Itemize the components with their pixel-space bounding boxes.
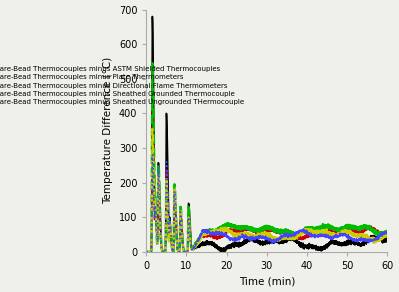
Line: Bare-Bead Thermocouples minus Sheathed Ungrounded THermocouple: Bare-Bead Thermocouples minus Sheathed U…	[146, 155, 387, 252]
Bare-Bead Thermocouples minus Sheathed Ungrounded THermocouple	[192, 245, 197, 248]
Bare-Bead Thermocouples minus Plate Thermometers	[144, 250, 149, 254]
Line: Bare-Bead Thermocouples minus Sheathed Grounded Thermocouple: Bare-Bead Thermocouples minus Sheathed G…	[146, 129, 387, 252]
Bare-Bead Thermocouples minus Sheathed Grounded Thermocouple	[144, 250, 149, 254]
Bare-Bead Thermocouples minus Sheathed Grounded Thermocouple	[150, 127, 155, 131]
Bare-Bead Thermocouples minus ASTM Shielded Thermocouples	[260, 241, 265, 244]
Bare-Bead Thermocouples minus Sheathed Ungrounded THermocouple	[240, 235, 245, 239]
Bare-Bead Thermocouples minus Plate Thermometers	[374, 230, 379, 233]
Bare-Bead Thermocouples minus Directional Flame Thermometers	[385, 229, 390, 233]
Bare-Bead Thermocouples minus Sheathed Ungrounded THermocouple	[290, 233, 295, 237]
Bare-Bead Thermocouples minus Plate Thermometers	[150, 101, 155, 105]
Bare-Bead Thermocouples minus Sheathed Ungrounded THermocouple	[144, 250, 149, 254]
Bare-Bead Thermocouples minus Sheathed Grounded Thermocouple	[290, 236, 295, 239]
Bare-Bead Thermocouples minus ASTM Shielded Thermocouples	[150, 15, 155, 18]
Legend: Bare-Bead Thermocouples minus ASTM Shielded Thermocouples, Bare-Bead Thermocoupl: Bare-Bead Thermocouples minus ASTM Shiel…	[0, 66, 244, 105]
Line: Bare-Bead Thermocouples minus Directional Flame Thermometers: Bare-Bead Thermocouples minus Directiona…	[146, 63, 387, 252]
Bare-Bead Thermocouples minus Plate Thermometers	[240, 229, 245, 233]
Bare-Bead Thermocouples minus Directional Flame Thermometers	[150, 61, 155, 65]
Bare-Bead Thermocouples minus Sheathed Grounded Thermocouple	[240, 232, 245, 235]
Bare-Bead Thermocouples minus Sheathed Ungrounded THermocouple	[374, 236, 379, 240]
Bare-Bead Thermocouples minus ASTM Shielded Thermocouples	[224, 247, 229, 250]
Bare-Bead Thermocouples minus Directional Flame Thermometers	[260, 226, 265, 229]
Bare-Bead Thermocouples minus ASTM Shielded Thermocouples	[192, 246, 197, 249]
Bare-Bead Thermocouples minus Directional Flame Thermometers	[144, 250, 149, 254]
X-axis label: Time (min): Time (min)	[239, 277, 295, 286]
Bare-Bead Thermocouples minus Directional Flame Thermometers	[374, 231, 379, 234]
Bare-Bead Thermocouples minus Sheathed Ungrounded THermocouple	[150, 153, 155, 157]
Bare-Bead Thermocouples minus Sheathed Grounded Thermocouple	[224, 227, 229, 231]
Bare-Bead Thermocouples minus Sheathed Grounded Thermocouple	[374, 239, 379, 242]
Bare-Bead Thermocouples minus Sheathed Ungrounded THermocouple	[224, 234, 229, 238]
Bare-Bead Thermocouples minus ASTM Shielded Thermocouples	[385, 238, 390, 241]
Bare-Bead Thermocouples minus Plate Thermometers	[224, 231, 229, 235]
Bare-Bead Thermocouples minus ASTM Shielded Thermocouples	[144, 250, 149, 254]
Bare-Bead Thermocouples minus Sheathed Grounded Thermocouple	[192, 245, 197, 249]
Bare-Bead Thermocouples minus Directional Flame Thermometers	[224, 224, 229, 227]
Bare-Bead Thermocouples minus ASTM Shielded Thermocouples	[290, 236, 295, 239]
Bare-Bead Thermocouples minus Sheathed Grounded Thermocouple	[385, 233, 390, 237]
Bare-Bead Thermocouples minus Plate Thermometers	[260, 232, 265, 235]
Bare-Bead Thermocouples minus Sheathed Grounded Thermocouple	[260, 233, 265, 237]
Bare-Bead Thermocouples minus ASTM Shielded Thermocouples	[240, 242, 245, 246]
Bare-Bead Thermocouples minus Directional Flame Thermometers	[290, 232, 295, 235]
Y-axis label: Temperature Difference (°C): Temperature Difference (°C)	[103, 57, 113, 204]
Bare-Bead Thermocouples minus Plate Thermometers	[192, 244, 197, 247]
Bare-Bead Thermocouples minus Sheathed Ungrounded THermocouple	[260, 235, 265, 238]
Line: Bare-Bead Thermocouples minus Plate Thermometers: Bare-Bead Thermocouples minus Plate Ther…	[146, 103, 387, 252]
Bare-Bead Thermocouples minus Directional Flame Thermometers	[192, 244, 197, 247]
Line: Bare-Bead Thermocouples minus ASTM Shielded Thermocouples: Bare-Bead Thermocouples minus ASTM Shiel…	[146, 16, 387, 252]
Bare-Bead Thermocouples minus Directional Flame Thermometers	[240, 225, 245, 228]
Bare-Bead Thermocouples minus Plate Thermometers	[290, 231, 295, 235]
Bare-Bead Thermocouples minus Sheathed Ungrounded THermocouple	[385, 232, 390, 236]
Bare-Bead Thermocouples minus Plate Thermometers	[385, 232, 390, 235]
Bare-Bead Thermocouples minus ASTM Shielded Thermocouples	[374, 236, 379, 239]
